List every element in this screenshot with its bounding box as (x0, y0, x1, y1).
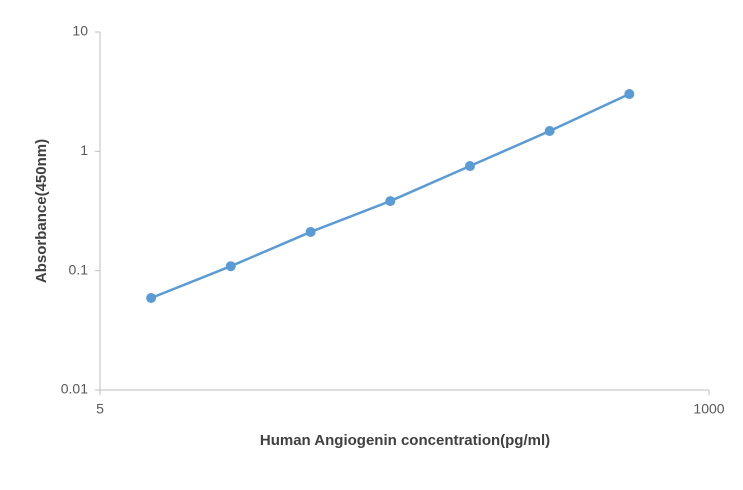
data-point (146, 293, 157, 304)
data-point (385, 196, 396, 207)
data-point (305, 226, 316, 237)
x-tick-label: 1000 (693, 401, 724, 417)
data-point (624, 89, 635, 100)
y-tick-label: 10 (72, 23, 88, 39)
data-point (225, 261, 236, 272)
y-tick-label: 0.1 (69, 261, 89, 277)
y-tick-label: 1 (80, 142, 88, 158)
x-tick-label: 5 (96, 401, 104, 417)
data-point (544, 126, 555, 137)
x-axis-title: Human Angiogenin concentration(pg/ml) (260, 432, 550, 449)
data-point (464, 161, 475, 172)
y-axis-title: Absorbance(450nm) (33, 139, 50, 283)
y-tick-label: 0.01 (61, 381, 88, 397)
series-line (150, 92, 630, 300)
